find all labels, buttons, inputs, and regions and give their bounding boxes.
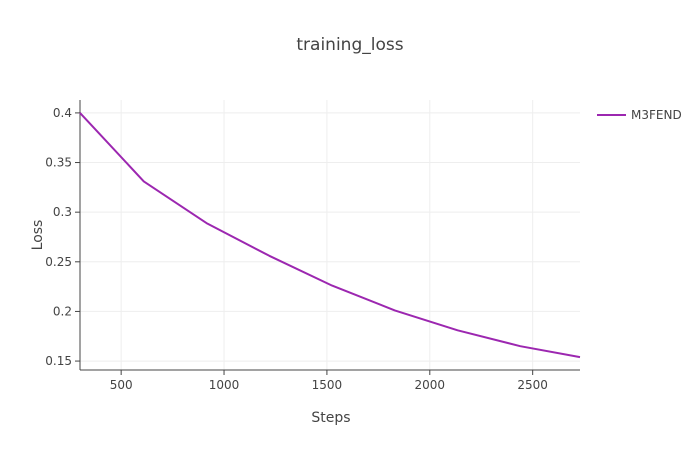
axes [79,100,580,371]
series-layer [79,112,581,359]
x-axis-title: Steps [311,410,350,426]
y-axis-title: Loss [30,220,46,251]
x-tick-label: 1000 [209,378,240,392]
series-line-0[interactable] [79,112,581,359]
y-tick-label: 0.15 [45,354,72,368]
y-tick-label: 0.25 [45,255,72,269]
grid [80,100,580,370]
chart-title: training_loss [296,35,403,55]
legend-label: M3FEND [631,108,682,122]
legend[interactable]: M3FEND [597,108,682,122]
x-tick-label: 2000 [415,378,446,392]
y-tick-label: 0.35 [45,156,72,170]
x-tick-label: 2500 [517,378,548,392]
y-tick-label: 0.2 [53,304,72,318]
y-ticks: 0.15 0.2 0.25 0.3 0.35 0.4 [45,106,80,368]
x-ticks: 500 1000 1500 2000 2500 [110,370,548,392]
x-tick-label: 1500 [312,378,343,392]
y-tick-label: 0.3 [53,205,72,219]
x-tick-label: 500 [110,378,133,392]
y-tick-label: 0.4 [53,106,72,120]
